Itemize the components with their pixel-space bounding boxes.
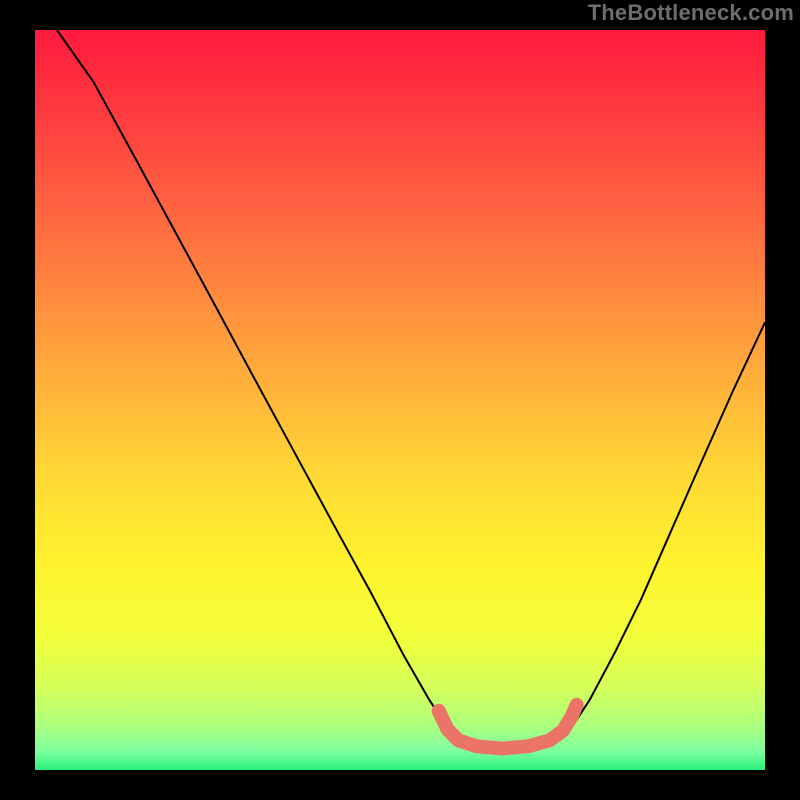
- chart-root: TheBottleneck.com: [0, 0, 800, 800]
- watermark-text: TheBottleneck.com: [588, 0, 794, 26]
- gradient-background: [35, 30, 765, 770]
- bottleneck-chart: [0, 0, 800, 800]
